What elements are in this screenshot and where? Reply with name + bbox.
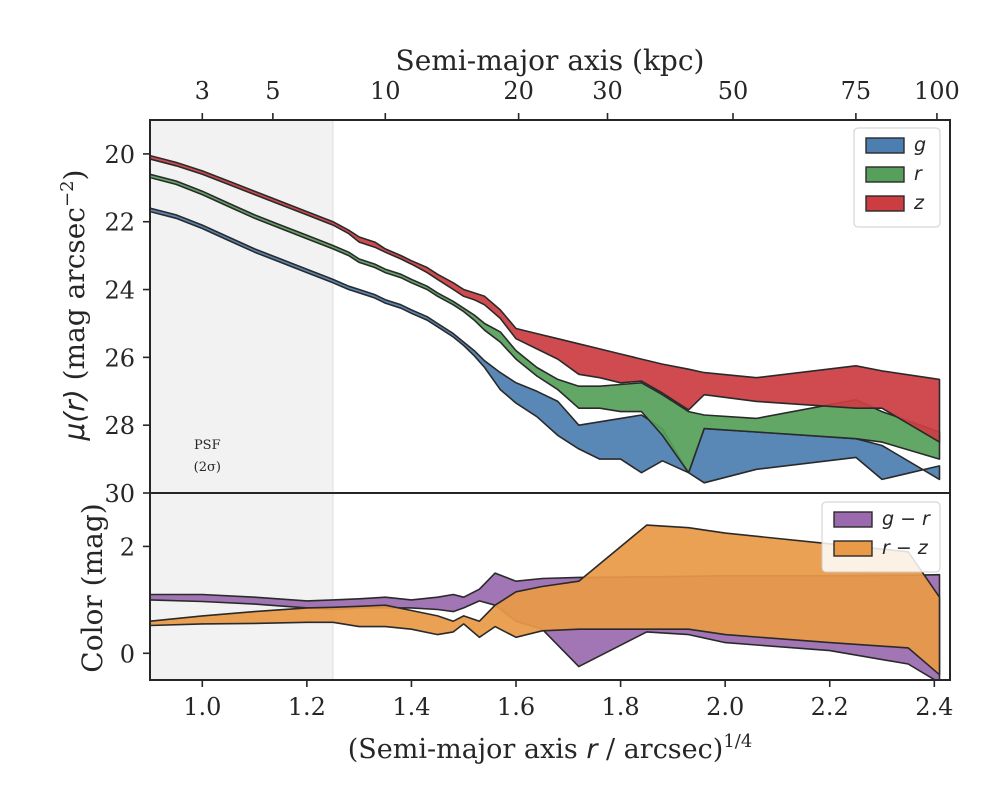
y-tick-label: 28 (104, 412, 135, 440)
color-legend-label: r − z (882, 537, 929, 559)
color-y-tick-label: 0 (120, 640, 135, 668)
color-legend-swatch (833, 511, 873, 528)
top-x-tick-label: 10 (370, 77, 401, 105)
x-tick-label: 2.2 (811, 693, 849, 721)
x-tick-label: 1.2 (288, 693, 326, 721)
y-tick-label: 30 (104, 480, 135, 508)
profile-legend-swatch (865, 195, 905, 212)
psf-region-bottom (150, 493, 334, 680)
color-legend-label: g − r (882, 508, 931, 530)
band-g (150, 207, 941, 484)
y-tick-label: 26 (104, 344, 135, 372)
top-x-tick-label: 20 (503, 77, 534, 105)
color-legend-swatch (833, 540, 873, 557)
profile-bands (150, 154, 941, 484)
y-tick-label: 24 (104, 277, 135, 305)
top-x-tick-label: 50 (718, 77, 749, 105)
profile-legend-label: g (914, 134, 926, 156)
x-tick-label: 2.4 (915, 693, 953, 721)
profile-legend-label: r (914, 163, 923, 185)
psf-label: PSF (194, 438, 221, 453)
top-x-tick-label: 3 (195, 77, 210, 105)
band-z (150, 154, 941, 443)
profile-legend-label: z (913, 192, 925, 214)
x-tick-label: 2.0 (706, 693, 744, 721)
color-y-tick-label: 2 (120, 533, 135, 561)
profile-legend-swatch (865, 166, 905, 183)
x-tick-label: 1.8 (602, 693, 640, 721)
top-x-tick-label: 75 (841, 77, 872, 105)
legends: grz g − r r − z (821, 127, 941, 573)
profile-legend-swatch (865, 137, 905, 154)
band-r (150, 173, 941, 474)
color-bands (150, 524, 941, 680)
color-y-axis-label: Color (mag) (76, 503, 109, 672)
psf-region-top (150, 120, 334, 493)
x-tick-label: 1.0 (183, 693, 221, 721)
top-y-axis-label: μ(r) (mag arcsec−2) (57, 170, 91, 442)
x-tick-label: 1.4 (392, 693, 430, 721)
top-x-tick-label: 100 (914, 77, 960, 105)
x-tick-label: 1.6 (497, 693, 535, 721)
color-panel-frame (149, 492, 951, 681)
top-x-tick-label: 30 (592, 77, 623, 105)
y-tick-label: 22 (104, 209, 135, 237)
top-x-tick-label: 5 (265, 77, 280, 105)
band-color-1 (150, 524, 941, 676)
axis-ticks: 1.0 1.2 1.4 1.6 1.8 2.0 2.2 2.43 5 10 20 30 50 75 1002… (104, 77, 959, 721)
psf-label-sigma: (2σ) (194, 460, 221, 475)
top-x-axis-label: Semi-major axis (kpc) (396, 44, 705, 77)
y-tick-label: 20 (104, 141, 135, 169)
x-axis-label: (Semi-major axis r / arcsec)1/4 (348, 731, 753, 765)
